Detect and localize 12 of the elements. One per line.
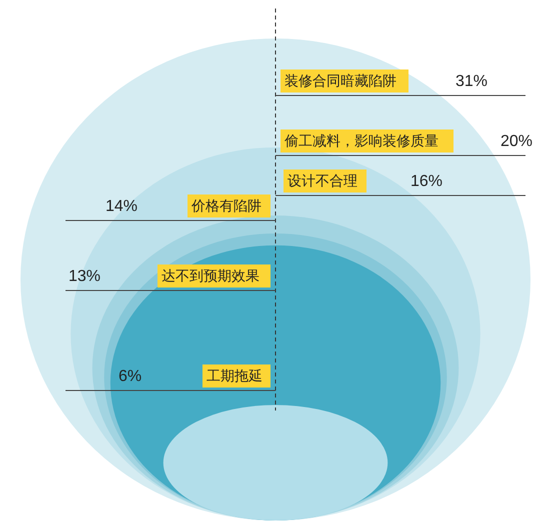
data-label: 16%: [410, 173, 443, 190]
data-label: 13%: [68, 268, 101, 285]
data-label: 14%: [106, 198, 138, 215]
category-label: 偷工减料，影响装修质量: [284, 134, 438, 150]
category-label: 工期拖延: [206, 368, 262, 384]
category-label: 价格有陷阱: [190, 198, 262, 214]
category-label: 设计不合理: [288, 174, 358, 190]
data-label: 20%: [500, 133, 533, 150]
category-label: 达不到预期效果: [162, 268, 260, 284]
category-label: 装修合同暗藏陷阱: [284, 74, 396, 90]
data-label: 31%: [456, 73, 488, 90]
data-label: 6%: [118, 368, 142, 385]
